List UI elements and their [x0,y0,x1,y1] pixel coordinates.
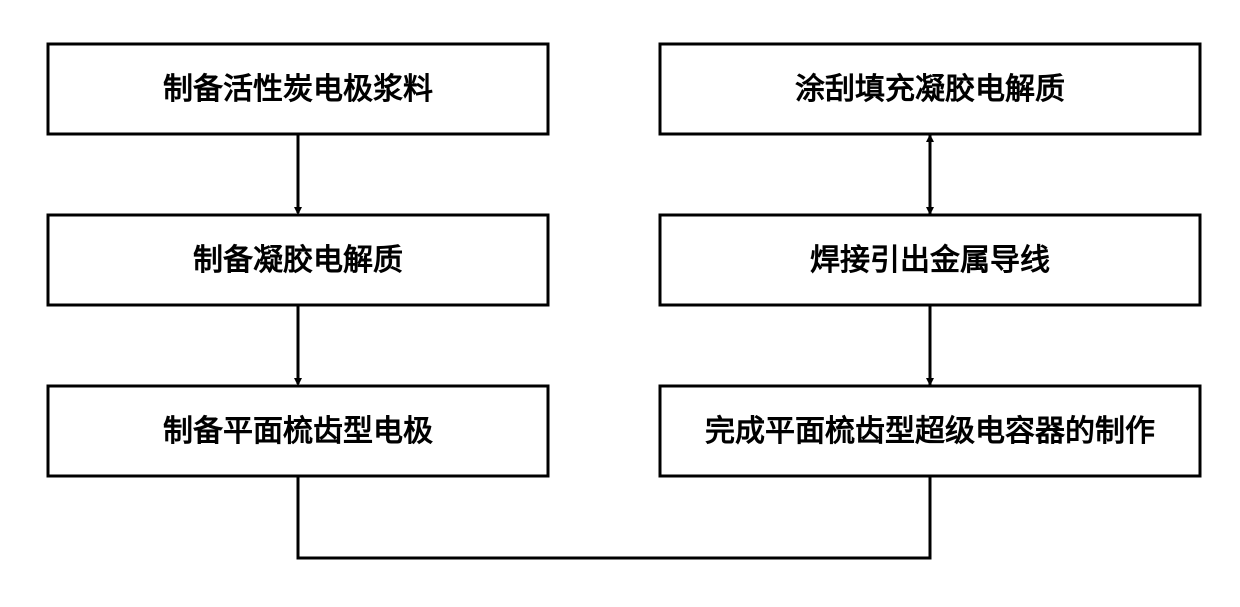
node-label-n2: 制备凝胶电解质 [193,243,403,277]
edge-n3-n4 [298,136,930,558]
node-n5: 焊接引出金属导线 [660,215,1200,305]
nodes-layer: 制备活性炭电极浆料制备凝胶电解质制备平面梳齿型电极 涂刮填充凝胶电解质焊接引出金属… [48,44,1200,476]
node-n4: 涂刮填充凝胶电解质 [660,44,1200,134]
node-n6: 完成平面梳齿型超级电容器的制作 [660,386,1200,476]
node-n2: 制备凝胶电解质 [48,215,548,305]
node-n1: 制备活性炭电极浆料 [48,44,548,134]
node-label-n5: 焊接引出金属导线 [810,243,1050,277]
edges-layer [298,134,930,558]
node-label-n3: 制备平面梳齿型电极 [163,414,433,448]
node-label-n1: 制备活性炭电极浆料 [163,72,433,106]
flowchart-canvas: 制备活性炭电极浆料制备凝胶电解质制备平面梳齿型电极 涂刮填充凝胶电解质焊接引出金属… [0,0,1240,607]
node-label-n6: 完成平面梳齿型超级电容器的制作 [705,414,1155,448]
node-label-n4: 涂刮填充凝胶电解质 [795,72,1065,106]
node-n3: 制备平面梳齿型电极 [48,386,548,476]
